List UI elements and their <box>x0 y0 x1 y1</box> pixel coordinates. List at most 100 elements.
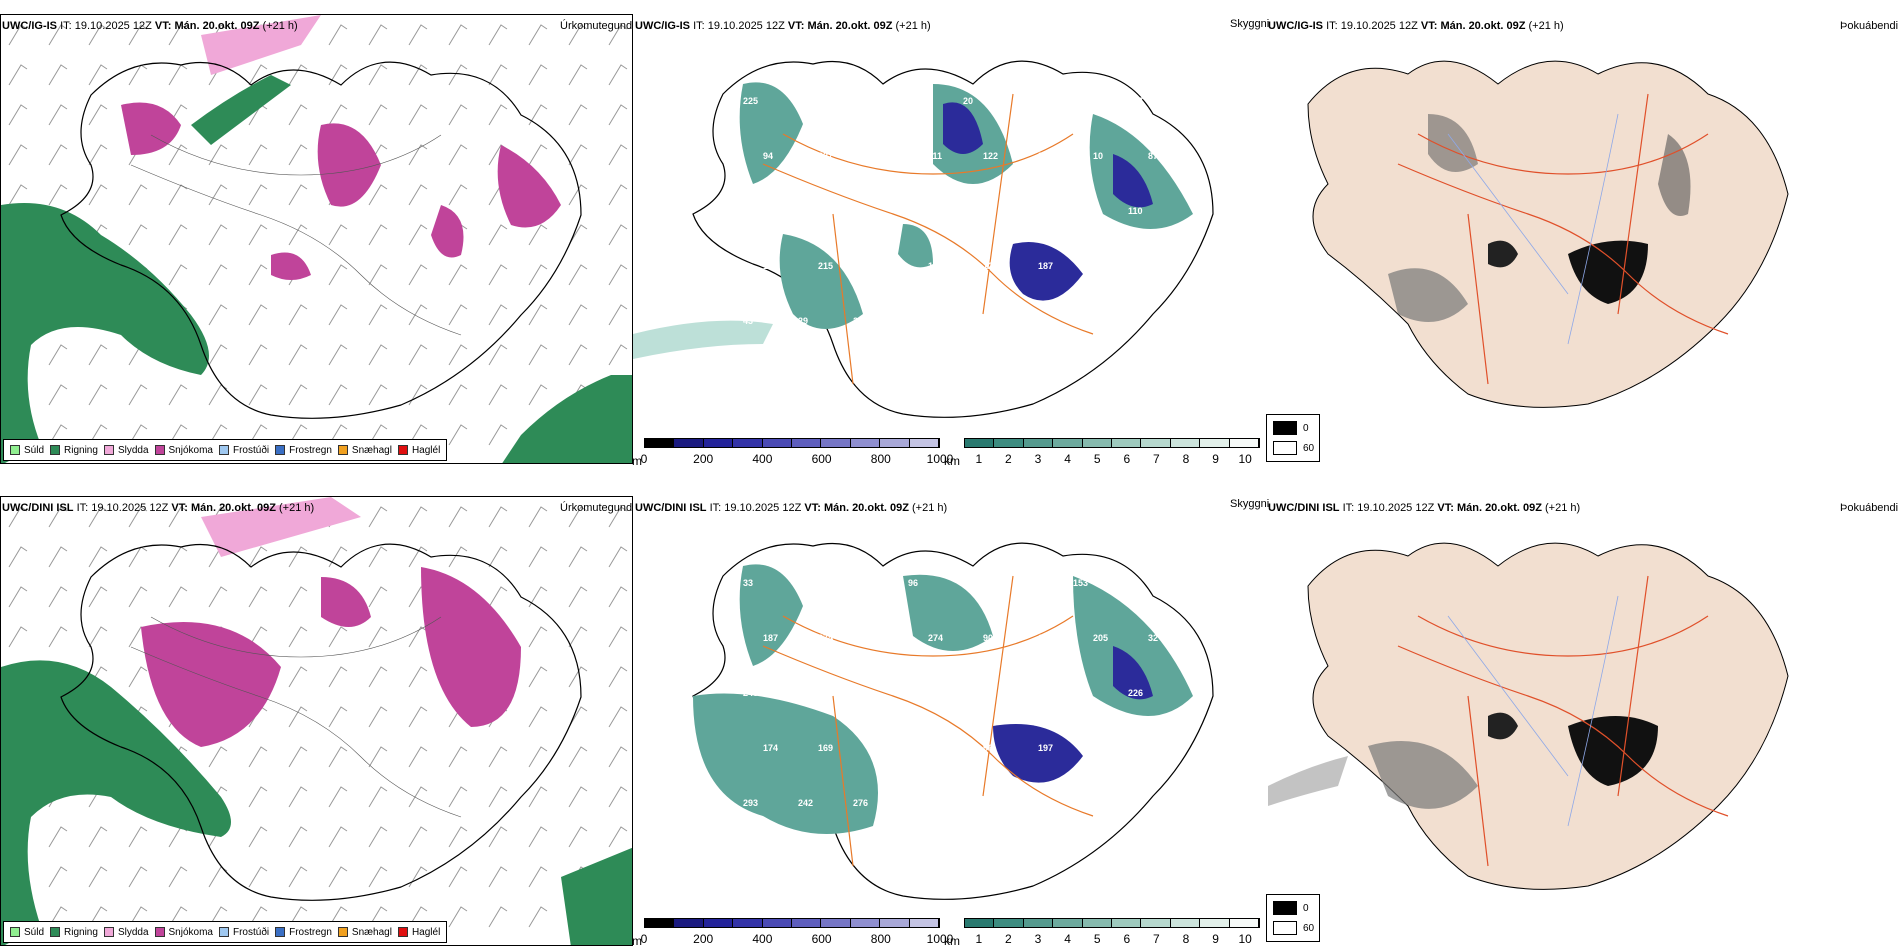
colorbar-segment <box>880 919 910 927</box>
colorbar-segment <box>850 439 881 447</box>
visibility-value-label: 144 <box>1093 743 1108 753</box>
visibility-value-label: 88 <box>1038 151 1048 161</box>
legend-label: Haglél <box>411 926 441 938</box>
visibility-value-label: 160 <box>908 96 923 106</box>
colorbar-segment <box>674 919 704 927</box>
legend-item-slydda: Slydda <box>103 927 149 938</box>
legend-item-rigning: Rigning <box>50 927 98 938</box>
colorbar-tick: 800 <box>870 452 891 466</box>
visibility-value-label: 324 <box>798 688 813 698</box>
field-name-precip-row2: Úrkomutegund <box>560 502 633 514</box>
visibility-value-label: 205 <box>1093 633 1108 643</box>
visibility-value-label: 96 <box>983 743 993 753</box>
legend-item-súld: Súld <box>10 927 44 938</box>
visibility-value-label: 249 <box>873 151 888 161</box>
field-name-fog-row2: Þokuábendi <box>1840 502 1899 514</box>
colorbar-tick: 10 <box>1238 932 1252 946</box>
colorbar-segment <box>733 919 763 927</box>
visibility-value-label: 215 <box>818 261 833 271</box>
visibility-value-label: 17 <box>908 688 918 698</box>
visibility-value-label: 227 <box>818 151 833 161</box>
colorbar-segment <box>965 919 995 927</box>
colorbar-segment <box>1170 439 1201 447</box>
visibility-value-label: 192 <box>853 688 868 698</box>
legend-item-rigning: Rigning <box>50 445 98 456</box>
colorbar-segment <box>674 439 704 447</box>
fog-legend-row: 60 <box>1273 441 1314 455</box>
cbar-km-row1: km 1 2 3 4 5 6 7 8 9 10 <box>944 436 1264 472</box>
visibility-value-label: 247 <box>1128 96 1143 106</box>
visibility-value-label: 13 <box>798 578 808 588</box>
fog-legend-label: 60 <box>1303 922 1315 934</box>
fog-legend-swatch <box>1273 441 1297 455</box>
visibility-value-label: 242 <box>798 798 813 808</box>
colorbar-segment <box>792 439 822 447</box>
legend-item-haglél: Haglél <box>397 444 441 456</box>
legend-swatch <box>10 927 20 937</box>
legend-label: Frostúði <box>232 444 270 456</box>
legend-label: Haglél <box>411 444 441 456</box>
visibility-value-label: 274 <box>928 633 943 643</box>
cbar-km-row2: km 1 2 3 4 5 6 7 8 9 10 <box>944 916 1264 952</box>
visibility-value-label: 33 <box>743 578 753 588</box>
cbar-m-row1: m 0 200 400 600 800 1000 <box>632 436 953 472</box>
colorbar-segment <box>762 919 793 927</box>
panel-title-precip-row1: UWC/IG-IS IT: 19.10.2025 12Z VT: Mán. 20… <box>2 20 298 32</box>
colorbar-tick: 7 <box>1153 452 1160 466</box>
iceland-outline <box>60 61 582 419</box>
visibility-value-label: 293 <box>743 798 758 808</box>
visibility-value-label: 195 <box>743 206 758 216</box>
legend-label: Frostúði <box>232 926 270 938</box>
colorbar-tick: 4 <box>1064 932 1071 946</box>
colorbar-tick: 200 <box>693 932 714 946</box>
fog-panel-row2 <box>1268 496 1900 946</box>
visibility-value-label: 10 <box>853 578 863 588</box>
visibility-value-label: 10 <box>1093 151 1103 161</box>
legend-item-snæhagl: Snæhagl <box>337 445 392 456</box>
visibility-value-label: 212 <box>873 261 888 271</box>
legend-label: Rigning <box>64 444 98 456</box>
colorbar-tick: 3 <box>1034 932 1042 946</box>
colorbar-tick: 2 <box>1005 932 1012 946</box>
legend-item-frostúði: Frostúði <box>218 926 270 938</box>
colorbar-tick: 5 <box>1093 932 1101 946</box>
colorbar-tick: 1000 <box>926 932 954 946</box>
visibility-value-label: 45 <box>1018 316 1028 326</box>
colorbar-segment <box>821 919 851 927</box>
legend-label: Rigning <box>64 926 98 938</box>
fog-legend-label: 0 <box>1303 422 1309 434</box>
colorbar-segment <box>1112 439 1142 447</box>
fog-legend-label: 60 <box>1303 442 1315 454</box>
legend-swatch <box>275 927 286 937</box>
visibility-value-label: 272 <box>963 578 978 588</box>
visibility-value-label: 821 <box>873 633 888 643</box>
legend-swatch <box>337 445 348 455</box>
fog-legend-row: 0 <box>1273 421 1309 435</box>
visibility-value-label: 248 <box>743 688 758 698</box>
colorbar-segment <box>850 919 881 927</box>
visibility-value-label: 129 <box>1128 798 1143 808</box>
legend-item-snjókoma: Snjókoma <box>154 445 213 456</box>
visibility-value-label: 128 <box>963 206 978 216</box>
field-name-precip-row1: Úrkomutegund <box>560 20 633 32</box>
colorbar-tick: 6 <box>1123 452 1131 466</box>
precip-legend-row1: Súld Rigning Slydda Snjókoma Frostúði Frostre… <box>3 439 448 461</box>
visibility-value-label: 20 <box>963 96 973 106</box>
fog-legend-row2: 0 60 <box>1266 894 1320 942</box>
colorbar-segment <box>821 439 851 447</box>
colorbar-segment <box>1023 439 1054 447</box>
visibility-value-label: 148 <box>1148 743 1163 753</box>
legend-item-frostregn: Frostregn <box>275 927 332 938</box>
legend-swatch <box>154 445 165 455</box>
colorbar-segment <box>645 919 675 927</box>
visibility-value-label: 187 <box>1038 261 1053 271</box>
colorbar-tick: 1 <box>975 932 983 946</box>
colorbar-tick: 8 <box>1182 452 1190 466</box>
fog-legend-row: 0 <box>1273 901 1309 915</box>
visibility-value-label: 125 <box>983 261 998 271</box>
cbar-m-row2: m 0 200 400 600 800 1000 <box>632 916 953 952</box>
legend-item-slydda: Slydda <box>103 445 149 456</box>
visibility-map-row1: 225 194 28 160 20 12 13 247 94 227 249 111 122 88 10 87… <box>633 60 1214 418</box>
colorbar-tick: 8 <box>1182 932 1190 946</box>
visibility-value-label: 187 <box>763 633 778 643</box>
